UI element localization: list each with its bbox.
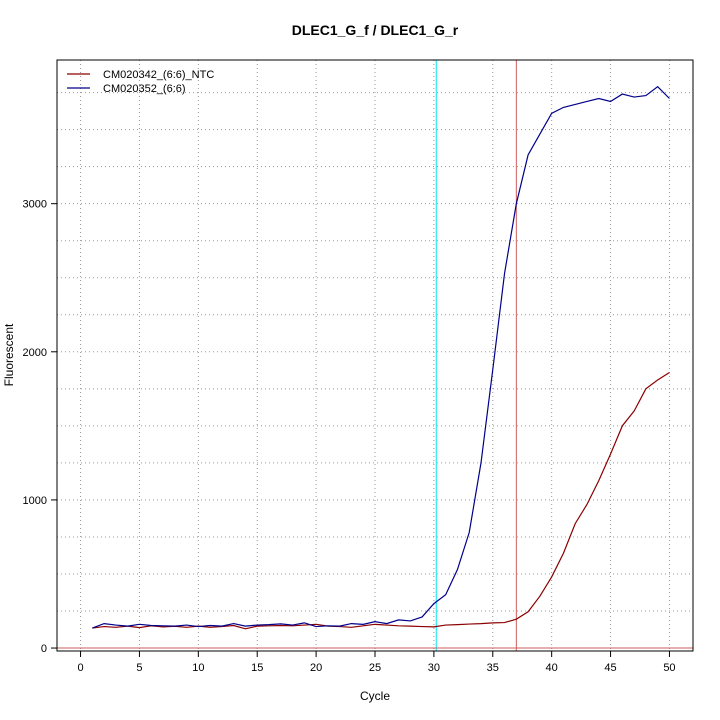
legend-label: CM020352_(6:6) — [103, 83, 186, 95]
y-tick-label: 1000 — [23, 495, 47, 507]
y-tick-label: 2000 — [23, 347, 47, 359]
legend: CM020342_(6:6)_NTC CM020352_(6:6) — [67, 69, 214, 95]
x-tick-label: 0 — [77, 662, 83, 674]
x-tick-label: 30 — [428, 662, 440, 674]
y-axis-title: Fluorescent — [2, 323, 16, 386]
y-tick-label: 0 — [41, 643, 47, 655]
y-tick-label: 3000 — [23, 199, 47, 211]
x-tick-label: 25 — [369, 662, 381, 674]
x-tick-label: 15 — [251, 662, 263, 674]
x-tick-label: 10 — [192, 662, 204, 674]
x-tick-label: 5 — [136, 662, 142, 674]
grid — [57, 60, 693, 651]
x-tick-label: 35 — [487, 662, 499, 674]
x-axis: 0 5 10 15 20 25 30 35 40 45 50 — [77, 651, 676, 674]
x-tick-label: 50 — [663, 662, 675, 674]
series-lines — [92, 85, 670, 630]
series-line — [92, 372, 670, 630]
x-tick-label: 20 — [310, 662, 322, 674]
y-axis: 0 1000 2000 3000 — [23, 199, 57, 655]
x-tick-label: 40 — [546, 662, 558, 674]
x-tick-label: 45 — [604, 662, 616, 674]
legend-label: CM020342_(6:6)_NTC — [103, 69, 214, 81]
series-line — [92, 85, 670, 629]
x-axis-title: Cycle — [360, 689, 390, 703]
chart-title: DLEC1_G_f / DLEC1_G_r — [292, 22, 459, 38]
reference-lines — [57, 60, 693, 651]
